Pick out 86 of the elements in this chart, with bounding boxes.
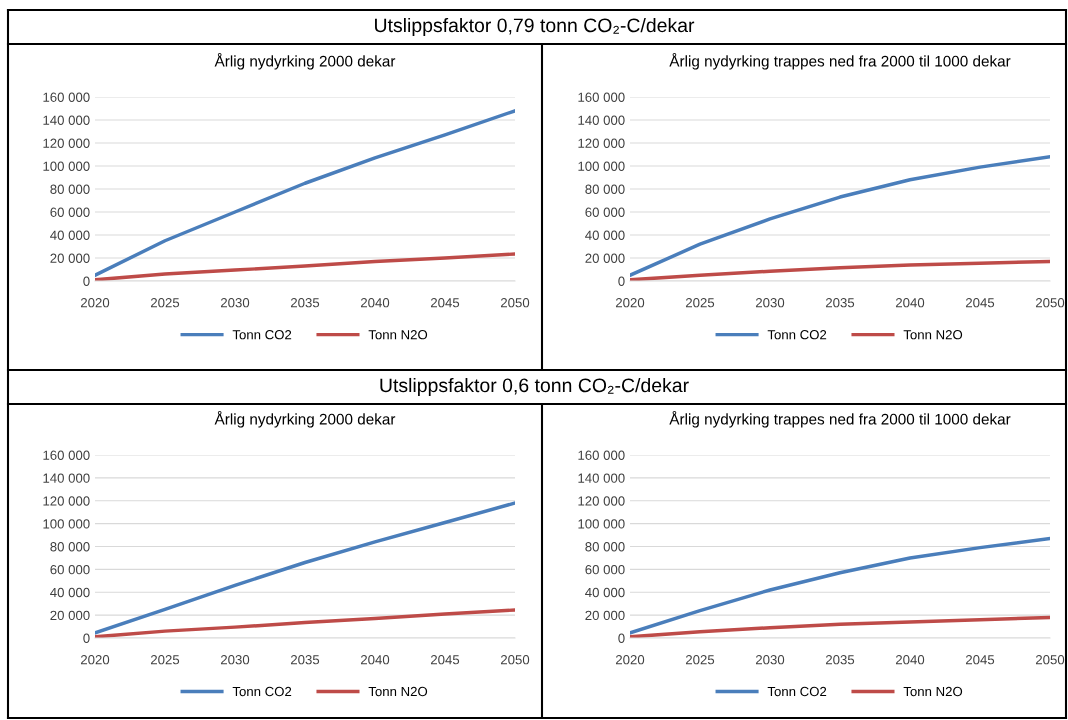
x-tick-label: 2020 [615,298,645,308]
x-tick-label: 2045 [965,655,995,665]
y-tick-label: 40 000 [50,230,90,240]
y-tick-label: 20 000 [50,253,90,263]
y-tick-label: 80 000 [50,184,90,194]
y-tick-label: 160 000 [43,450,90,460]
y-tick-label: 40 000 [50,587,90,598]
y-tick-label: 140 000 [578,473,625,483]
x-tick-label: 2030 [220,655,250,665]
x-tick-label: 2040 [895,655,925,665]
x-tick-label: 2025 [685,298,715,308]
line-series [95,608,515,638]
y-tick-label: 60 000 [50,207,90,217]
y-tick-label: 100 000 [43,519,90,529]
x-tick-label: 2045 [430,298,460,308]
y-tick-label: 100 000 [43,161,90,171]
x-tick-label: 2050 [500,655,530,665]
x-tick-label: 2040 [360,655,390,665]
y-tick-label: 20 000 [585,253,625,263]
chart-title: Årlig nydyrking 2000 dekar [214,53,396,70]
line-series [630,155,1050,277]
x-tick-label: 2035 [825,298,855,308]
legend-label: Tonn N2O [368,686,428,697]
chart-title: Årlig nydyrking trappes ned fra 2000 til 1000 dekar [669,53,1011,70]
line-series [630,615,1050,638]
line-series [95,501,515,635]
x-tick-label: 2025 [150,655,180,665]
y-tick-label: 100 000 [578,519,625,529]
y-tick-label: 60 000 [50,564,90,575]
y-tick-label: 40 000 [585,230,625,240]
y-tick-label: 120 000 [578,138,625,148]
y-tick-label: 100 000 [578,161,625,171]
legend-label: Tonn N2O [903,330,963,340]
y-tick-label: 80 000 [585,184,625,194]
x-tick-label: 2035 [290,655,320,665]
y-tick-label: 40 000 [585,587,625,598]
x-tick-label: 2025 [150,298,180,308]
x-tick-label: 2020 [615,655,645,665]
y-tick-label: 120 000 [578,496,625,506]
chart-title: Årlig nydyrking 2000 dekar [214,411,396,428]
line-series [95,109,515,277]
line-series [95,252,515,281]
y-tick-label: 60 000 [585,207,625,217]
x-tick-label: 2040 [360,298,390,308]
x-tick-label: 2045 [965,298,995,308]
x-tick-label: 2020 [80,298,110,308]
legend-label: Tonn CO2 [232,686,292,697]
x-tick-label: 2050 [500,298,530,308]
y-tick-label: 60 000 [585,564,625,575]
y-tick-label: 120 000 [43,496,90,506]
x-tick-label: 2050 [1035,655,1065,665]
y-tick-label: 80 000 [585,542,625,552]
y-tick-label: 20 000 [585,610,625,621]
line-series [630,259,1050,281]
text: Utslippsfaktor 0,6 tonn CO₂-C/dekar [380,377,689,397]
y-tick-label: 140 000 [43,473,90,483]
x-tick-label: 2050 [1035,298,1065,308]
x-tick-label: 2030 [220,298,250,308]
legend-label: Tonn CO2 [767,330,827,340]
x-tick-label: 2040 [895,298,925,308]
y-tick-label: 0 [83,276,90,286]
y-tick-label: 140 000 [578,115,625,125]
legend-label: Tonn CO2 [232,330,292,340]
x-tick-label: 2025 [685,655,715,665]
y-tick-label: 140 000 [43,115,90,125]
legend-label: Tonn N2O [368,330,428,340]
y-tick-label: 0 [83,633,90,643]
legend-label: Tonn N2O [903,686,963,697]
y-tick-label: 160 000 [578,92,625,102]
x-tick-label: 2020 [80,655,110,665]
chart-title: Årlig nydyrking trappes ned fra 2000 til 1000 dekar [669,411,1011,428]
y-tick-label: 20 000 [50,610,90,621]
x-tick-label: 2030 [755,655,785,665]
x-tick-label: 2045 [430,655,460,665]
text: Utslippsfaktor 0,79 tonn CO₂-C/dekar [375,17,695,37]
x-tick-label: 2035 [825,655,855,665]
y-tick-label: 0 [618,633,625,643]
y-tick-label: 120 000 [43,138,90,148]
x-tick-label: 2035 [290,298,320,308]
legend-label: Tonn CO2 [767,686,827,697]
x-tick-label: 2030 [755,298,785,308]
y-tick-label: 160 000 [578,450,625,460]
y-tick-label: 0 [618,276,625,286]
line-series [630,536,1050,635]
y-tick-label: 80 000 [50,542,90,552]
y-tick-label: 160 000 [43,92,90,102]
